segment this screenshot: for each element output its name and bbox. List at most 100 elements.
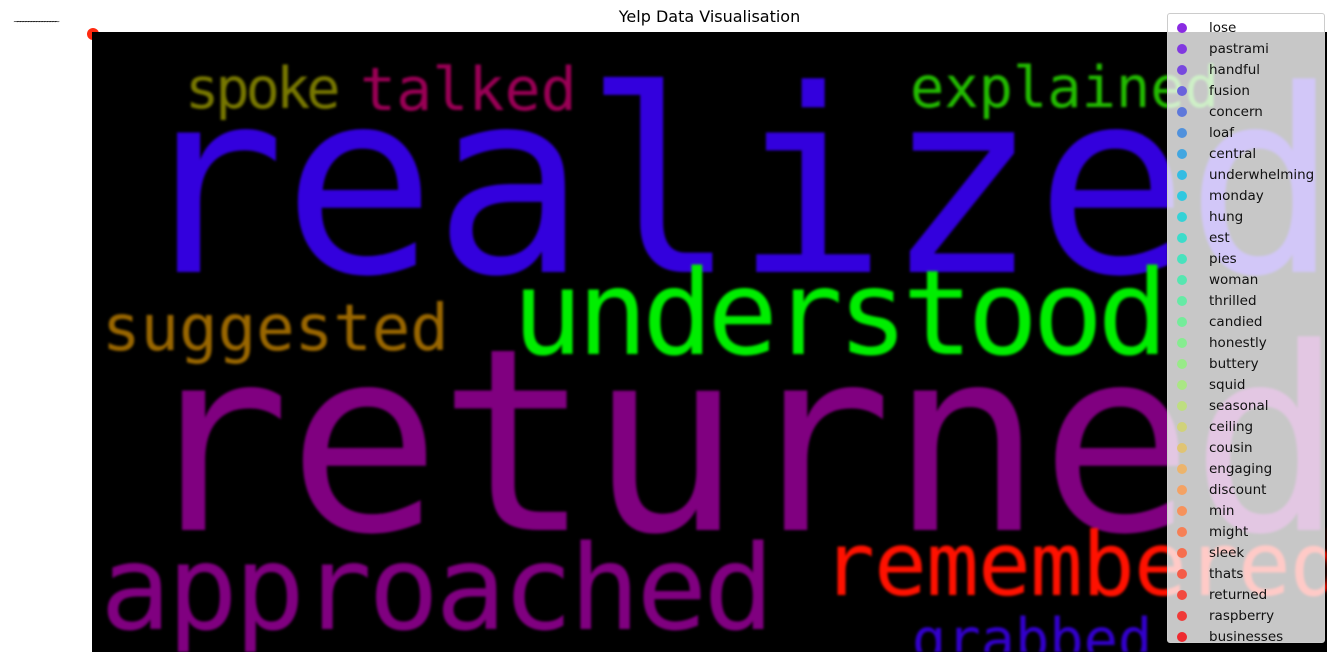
legend-marker <box>1177 64 1187 75</box>
legend-label: pastrami <box>1209 40 1269 57</box>
legend-item-central: central <box>1168 143 1324 164</box>
legend-marker <box>1177 85 1187 96</box>
legend-marker <box>1177 589 1187 600</box>
legend-label: central <box>1209 145 1257 162</box>
legend-marker <box>1177 400 1187 411</box>
legend-label: loaf <box>1209 124 1235 141</box>
legend-marker <box>1177 43 1187 54</box>
legend-item-monday: monday <box>1168 185 1324 206</box>
legend-marker <box>1177 232 1187 243</box>
legend-marker <box>1177 547 1187 558</box>
legend-marker <box>1177 379 1187 390</box>
legend-label: thrilled <box>1209 292 1257 309</box>
legend-marker <box>1177 169 1187 180</box>
legend-item-pies: pies <box>1168 248 1324 269</box>
legend-item-raspberry: raspberry <box>1168 605 1324 626</box>
legend-item-fusion: fusion <box>1168 80 1324 101</box>
legend-marker <box>1177 253 1187 264</box>
legend-label: hung <box>1209 208 1244 225</box>
legend-item-hung: hung <box>1168 206 1324 227</box>
legend-marker <box>1177 421 1187 432</box>
legend-item-buttery: buttery <box>1168 353 1324 374</box>
legend-marker <box>1177 631 1187 642</box>
legend-item-est: est <box>1168 227 1324 248</box>
legend-marker <box>1177 463 1187 474</box>
chart-legend: lose pastrami handful fusion concern loaf cent… <box>1167 13 1325 645</box>
legend-item-cousin: cousin <box>1168 437 1324 458</box>
legend-item-ceiling: ceiling <box>1168 416 1324 437</box>
legend-label: candied <box>1209 313 1263 330</box>
legend-marker <box>1177 22 1187 33</box>
wordcloud-word-realized: realized <box>132 36 1327 333</box>
legend-marker <box>1177 442 1187 453</box>
legend-label: might <box>1209 523 1249 540</box>
legend-label: handful <box>1209 61 1261 78</box>
legend-item-handful: handful <box>1168 59 1324 80</box>
legend-marker <box>1177 127 1187 138</box>
legend-item-underwhelming: underwhelming <box>1168 164 1324 185</box>
wordcloud-image: realized returned understood approached reme… <box>92 32 1327 652</box>
legend-label: min <box>1209 502 1235 519</box>
legend-marker <box>1177 211 1187 222</box>
legend-label: discount <box>1209 481 1267 498</box>
legend-item-thats: thats <box>1168 563 1324 584</box>
legend-label: pies <box>1209 250 1237 267</box>
legend-label: concern <box>1209 103 1263 120</box>
overlapping-scatter-labels: ~~~~~~~~~~~~~~~~ <box>13 17 60 26</box>
legend-marker <box>1177 106 1187 117</box>
legend-label: seasonal <box>1209 397 1269 414</box>
legend-marker <box>1177 316 1187 327</box>
legend-item-might: might <box>1168 521 1324 542</box>
legend-marker <box>1177 484 1187 495</box>
legend-item-returned: returned <box>1168 584 1324 605</box>
legend-marker <box>1177 526 1187 537</box>
legend-item-discount: discount <box>1168 479 1324 500</box>
legend-label: buttery <box>1209 355 1259 372</box>
legend-label: woman <box>1209 271 1259 288</box>
legend-label: raspberry <box>1209 607 1275 624</box>
wordcloud-word-understood: understood <box>512 244 1162 382</box>
legend-marker <box>1177 505 1187 516</box>
legend-label: returned <box>1209 586 1268 603</box>
legend-marker <box>1177 148 1187 159</box>
legend-marker <box>1177 274 1187 285</box>
legend-item-engaging: engaging <box>1168 458 1324 479</box>
chart-title: Yelp Data Visualisation <box>618 7 801 26</box>
legend-item-pastrami: pastrami <box>1168 38 1324 59</box>
legend-item-woman: woman <box>1168 269 1324 290</box>
legend-item-loaf: loaf <box>1168 122 1324 143</box>
wordcloud-word-returned: returned <box>137 294 1327 591</box>
wordcloud-word-approached: approached <box>100 519 770 652</box>
legend-label: thats <box>1209 565 1244 582</box>
legend-item-seasonal: seasonal <box>1168 395 1324 416</box>
wordcloud-word-talked: talked <box>360 55 577 125</box>
legend-marker <box>1177 190 1187 201</box>
legend-label: engaging <box>1209 460 1273 477</box>
legend-marker <box>1177 358 1187 369</box>
wordcloud-word-spoke: spoke <box>185 56 337 122</box>
legend-marker <box>1177 295 1187 306</box>
legend-item-lose: lose <box>1168 17 1324 38</box>
legend-marker <box>1177 337 1187 348</box>
legend-label: ceiling <box>1209 418 1254 435</box>
legend-label: est <box>1209 229 1230 246</box>
legend-label: underwhelming <box>1209 166 1315 183</box>
legend-label: lose <box>1209 19 1237 36</box>
legend-item-sleek: sleek <box>1168 542 1324 563</box>
legend-label: fusion <box>1209 82 1250 99</box>
wordcloud-word-grabbed: grabbed <box>912 607 1152 652</box>
legend-label: cousin <box>1209 439 1253 456</box>
legend-marker <box>1177 568 1187 579</box>
legend-item-min: min <box>1168 500 1324 521</box>
legend-item-thrilled: thrilled <box>1168 290 1324 311</box>
legend-marker <box>1177 610 1187 621</box>
legend-label: monday <box>1209 187 1264 204</box>
legend-item-honestly: honestly <box>1168 332 1324 353</box>
legend-item-concern: concern <box>1168 101 1324 122</box>
legend-label: sleek <box>1209 544 1245 561</box>
legend-label: honestly <box>1209 334 1267 351</box>
legend-item-candied: candied <box>1168 311 1324 332</box>
legend-label: squid <box>1209 376 1246 393</box>
legend-item-squid: squid <box>1168 374 1324 395</box>
